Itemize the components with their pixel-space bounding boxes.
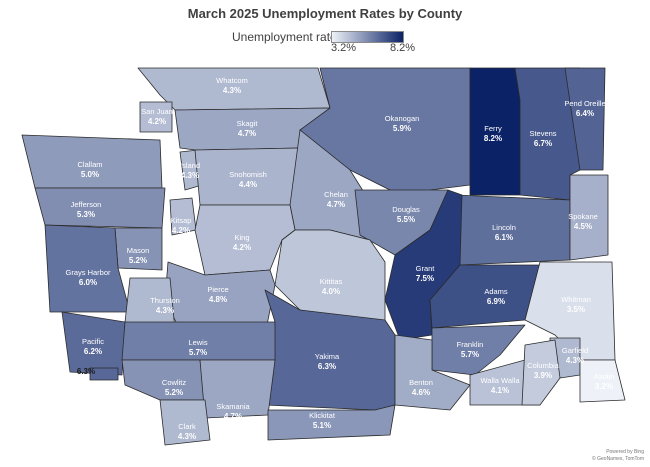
county-rate-san-juan: 4.2% [148, 117, 166, 126]
county-name-yakima: Yakima [315, 352, 340, 361]
county-rate-stevens: 6.7% [534, 139, 552, 148]
county-name-pierce: Pierce [207, 285, 228, 294]
county-asotin[interactable] [579, 359, 626, 403]
county-name-douglas: Douglas [392, 205, 420, 214]
county-rate-snohomish: 4.4% [239, 180, 257, 189]
county-name-pend-oreille: Pend Oreille [564, 99, 605, 108]
county-name-garfield: Garfield [562, 346, 588, 355]
county-rate-jefferson: 5.3% [77, 210, 95, 219]
county-name-lincoln: Lincoln [492, 223, 516, 232]
county-columbia[interactable] [521, 339, 561, 406]
county-name-asotin: Asotin [594, 372, 615, 381]
county-name-cowlitz: Cowlitz [162, 378, 186, 387]
county-klickitat[interactable] [267, 404, 396, 441]
county-rate-benton: 4.6% [412, 388, 430, 397]
county-rate-columbia: 3.9% [534, 371, 552, 380]
county-rate-pend-oreille: 6.4% [576, 109, 594, 118]
county-clark[interactable] [159, 399, 211, 446]
county-name-jefferson: Jefferson [71, 200, 102, 209]
county-rate-whitman: 3.5% [567, 305, 585, 314]
county-rate-ferry: 8.2% [484, 134, 502, 143]
county-name-thurston: Thurston [150, 296, 180, 305]
county-name-san-juan: San Juan [141, 107, 173, 116]
county-rate-whatcom: 4.3% [223, 86, 241, 95]
county-name-whitman: Whitman [561, 295, 591, 304]
map-title: March 2025 Unemployment Rates by County [187, 6, 463, 21]
county-name-snohomish: Snohomish [229, 170, 267, 179]
county-rate-skagit: 4.7% [238, 129, 256, 138]
county-rate-chelan: 4.7% [327, 200, 345, 209]
county-name-chelan: Chelan [324, 190, 348, 199]
county-name-kittitas: Kittitas [320, 277, 343, 286]
county-king[interactable] [194, 204, 296, 276]
county-name-ferry: Ferry [484, 124, 502, 133]
attribution-copyright: © GeoNames, TomTom [592, 456, 644, 462]
county-rate-lincoln: 6.1% [495, 233, 513, 242]
county-rate-asotin: 3.2% [595, 382, 613, 391]
county-rate-cowlitz: 5.2% [165, 388, 183, 397]
county-name-mason: Mason [127, 246, 150, 255]
county-rate-okanogan: 5.9% [393, 124, 411, 133]
county-kittitas[interactable] [274, 229, 386, 323]
county-name-island: Island [180, 161, 200, 170]
county-name-skamania: Skamania [216, 402, 250, 411]
legend-label: Unemployment rate [232, 30, 337, 44]
county-name-grays-harbor: Grays Harbor [65, 268, 111, 277]
county-name-grant: Grant [416, 264, 436, 273]
county-name-okanogan: Okanogan [385, 114, 420, 123]
county-grays-harbor[interactable] [44, 224, 131, 313]
county-rate-lewis: 5.7% [189, 348, 207, 357]
county-pend-oreille[interactable] [564, 67, 606, 171]
county-name-benton: Benton [409, 378, 433, 387]
attribution-bing: Powered by Bing [606, 449, 644, 455]
county-rate-pacific: 6.2% [84, 347, 102, 356]
legend-color-ramp [331, 31, 404, 43]
county-rate-franklin: 5.7% [461, 350, 479, 359]
county-name-skagit: Skagit [237, 119, 259, 128]
legend-max-label: 8.2% [390, 42, 416, 54]
county-rate-grant: 7.5% [416, 274, 434, 283]
county-rate-douglas: 5.5% [397, 215, 415, 224]
county-wahkiakum[interactable] [89, 367, 119, 381]
county-rate-mason: 5.2% [129, 256, 147, 265]
county-name-king: King [234, 233, 249, 242]
county-name-columbia: Columbia [527, 361, 560, 370]
county-rate-klickitat: 5.1% [313, 421, 331, 430]
county-name-adams: Adams [484, 287, 508, 296]
county-name-klickitat: Klickitat [309, 411, 336, 420]
county-name-whatcom: Whatcom [216, 76, 248, 85]
county-rate-clallam: 5.0% [81, 170, 99, 179]
county-rate-wahkiakum: 6.3% [77, 367, 95, 376]
county-rate-kittitas: 4.0% [322, 287, 340, 296]
county-rate-clark: 4.3% [178, 432, 196, 441]
county-rate-walla-walla: 4.1% [491, 386, 509, 395]
county-pacific[interactable] [61, 311, 126, 376]
county-rate-grays-harbor: 6.0% [79, 278, 97, 287]
county-adams[interactable] [429, 264, 541, 329]
county-name-stevens: Stevens [529, 129, 556, 138]
county-name-franklin: Franklin [457, 340, 484, 349]
county-name-spokane: Spokane [568, 212, 598, 221]
county-name-walla-walla: Walla Walla [480, 376, 520, 385]
county-rate-skamania: 4.7% [224, 412, 242, 421]
county-name-pacific: Pacific [82, 337, 104, 346]
county-name-clallam: Clallam [77, 160, 102, 169]
county-rate-adams: 6.9% [487, 297, 505, 306]
county-name-lewis: Lewis [188, 338, 207, 347]
county-rate-spokane: 4.5% [574, 222, 592, 231]
county-san-juan[interactable] [139, 101, 173, 133]
county-rate-island: 4.3% [181, 171, 199, 180]
county-rate-king: 4.2% [233, 243, 251, 252]
county-name-kitsap: Kitsap [171, 216, 192, 225]
county-name-clark: Clark [178, 422, 196, 431]
legend-min-label: 3.2% [331, 42, 357, 54]
county-spokane[interactable] [569, 174, 609, 261]
county-rate-pierce: 4.8% [209, 295, 227, 304]
county-rate-yakima: 6.3% [318, 362, 336, 371]
county-rate-thurston: 4.3% [156, 306, 174, 315]
county-rate-kitsap: 4.2% [172, 226, 190, 235]
county-rate-garfield: 4.3% [566, 356, 584, 365]
